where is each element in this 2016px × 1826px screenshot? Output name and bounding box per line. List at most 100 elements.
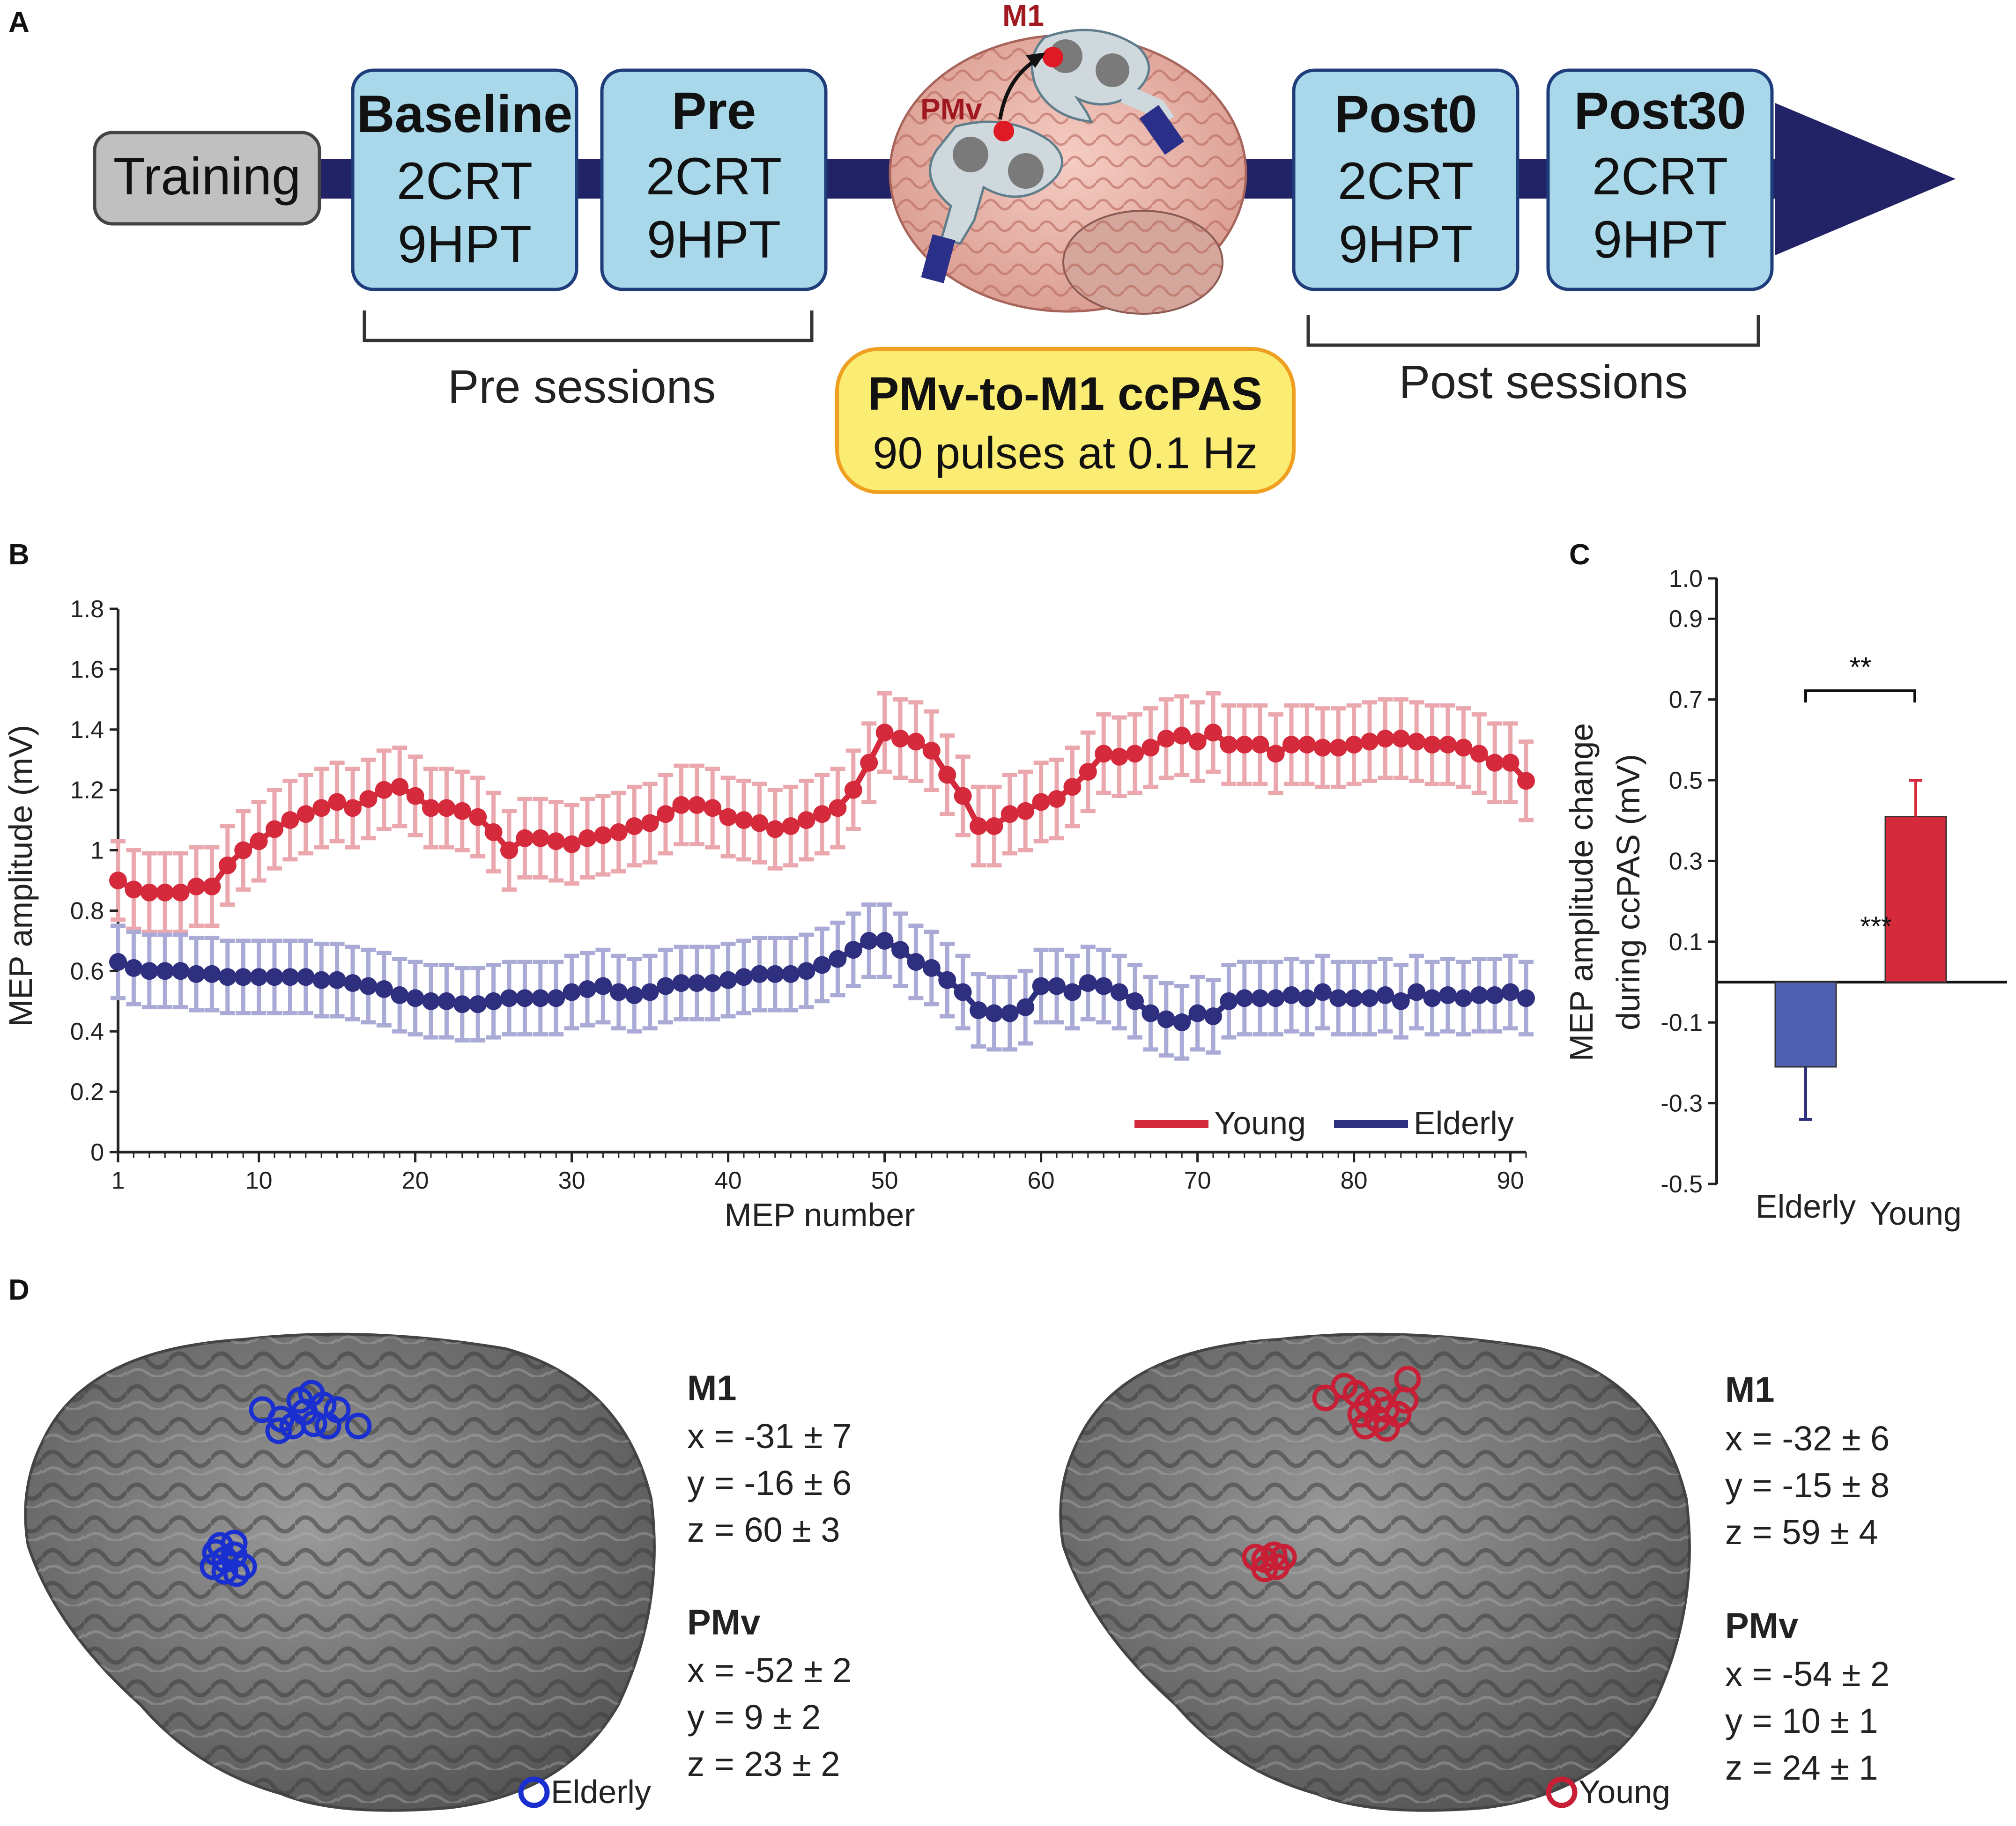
elderly-point (218, 968, 237, 986)
pmv-z: z = 24 ± 1 (1725, 1748, 1878, 1787)
elderly-point (1517, 989, 1535, 1007)
y-axis-label: MEP amplitude (mV) (2, 725, 39, 1027)
young-point (985, 817, 1003, 835)
young-point (609, 823, 628, 841)
elderly-point (375, 980, 393, 998)
panel-letter-c: C (1569, 539, 1590, 571)
x-tick-label: 50 (871, 1167, 898, 1194)
young-point (1141, 739, 1160, 757)
ccpas-subtitle: 90 pulses at 0.1 Hz (873, 428, 1258, 478)
young-point (704, 799, 722, 817)
young-point (125, 880, 143, 899)
pmv-y: y = 10 ± 1 (1725, 1701, 1878, 1740)
stim-site-marker (1263, 1553, 1290, 1580)
y-tick-label: 1.6 (70, 656, 104, 683)
stim-site-marker (265, 1417, 292, 1444)
elderly-point (203, 965, 221, 983)
young-point (1376, 730, 1394, 748)
elderly-point (844, 941, 862, 959)
young-point (500, 841, 518, 859)
elderly-stim-markers (200, 1380, 372, 1587)
young-point (218, 856, 237, 874)
young-point (657, 805, 674, 823)
elderly-point (500, 989, 518, 1007)
young-point (1220, 736, 1238, 754)
young-bar (1884, 816, 1947, 983)
stage-post0: Post0 2CRT 9HPT (1292, 68, 1519, 291)
young-point (766, 820, 784, 838)
young-point (844, 781, 862, 799)
y-tick-label: 0 (90, 1139, 104, 1166)
line-chart-axes (117, 609, 1526, 1153)
elderly-point (547, 989, 565, 1007)
young-point (437, 799, 456, 817)
stage-line2: 9HPT (1593, 210, 1727, 269)
elderly-point (1126, 992, 1144, 1010)
elderly-point (266, 968, 283, 986)
young-point (829, 799, 847, 817)
young-point (1188, 732, 1207, 751)
elderly-point (891, 941, 909, 959)
elderly-point (281, 968, 299, 986)
post-sessions-label: Post sessions (1399, 356, 1688, 408)
elderly-point (531, 989, 549, 1007)
pmv-z: z = 23 ± 2 (687, 1745, 840, 1783)
m1-x: x = -31 ± 7 (687, 1417, 852, 1456)
post-sessions-bracket (1306, 315, 1760, 347)
m1-heading: M1 (687, 1368, 737, 1408)
young-point (1501, 754, 1519, 772)
elderly-point (156, 962, 174, 980)
young-point (406, 787, 424, 805)
young-point (422, 799, 440, 817)
young-point (234, 841, 252, 859)
young-point (1361, 732, 1379, 751)
young-stim-markers (1242, 1366, 1421, 1582)
young-point (140, 883, 158, 902)
stage-title: Baseline (357, 85, 573, 143)
elderly-point (860, 931, 878, 950)
young-point (344, 799, 362, 817)
elderly-point (296, 968, 315, 986)
young-point (578, 829, 596, 847)
stim-site-marker (221, 1530, 248, 1557)
young-point (1204, 724, 1222, 742)
elderly-point (1001, 1004, 1019, 1022)
elderly-point (766, 965, 784, 983)
y-tick-label: 1 (90, 837, 104, 865)
stage-line1: 2CRT (1338, 152, 1474, 210)
elderly-point (1204, 1007, 1222, 1025)
m1-label: M1 (1002, 0, 1044, 32)
coords-elderly: M1 x = -31 ± 7 y = -16 ± 6 z = 60 ± 3 PM… (518, 1368, 852, 1810)
stage-post30: Post30 2CRT 9HPT (1546, 68, 1774, 291)
young-point (281, 811, 299, 829)
elderly-point (1423, 989, 1441, 1007)
y-tick-label: 0.4 (70, 1018, 104, 1045)
x-tick-label: 30 (558, 1167, 586, 1194)
elderly-point (1486, 986, 1504, 1004)
m1-stim-point (1043, 47, 1063, 67)
elderly-point (719, 971, 737, 989)
young-point (1329, 739, 1348, 757)
young-point (203, 877, 221, 895)
young-point (296, 805, 315, 823)
young-point (1408, 732, 1426, 751)
ccpas-box (835, 347, 1296, 494)
young-point (641, 814, 659, 832)
x-tick-label: 1 (111, 1167, 125, 1194)
young-point (1110, 747, 1128, 766)
pmv-x: x = -52 ± 2 (687, 1651, 852, 1690)
bar-chart-bars: Elderly Young (1756, 779, 1962, 1232)
training-label: Training (113, 147, 301, 206)
m1-heading: M1 (1725, 1370, 1775, 1410)
elderly-point (1376, 986, 1394, 1004)
elderly-point (1439, 986, 1457, 1004)
young-point (1282, 736, 1300, 754)
elderly-point (1298, 989, 1316, 1007)
young-point (1423, 736, 1441, 754)
pre-sessions-label: Pre sessions (448, 361, 716, 413)
young-point (1454, 739, 1473, 757)
elderly-point (250, 968, 268, 986)
elderly-point (484, 992, 503, 1010)
elderly-point (1267, 989, 1285, 1007)
y-tick-label: 0.6 (70, 958, 104, 985)
